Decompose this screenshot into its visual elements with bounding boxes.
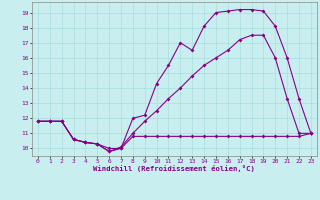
X-axis label: Windchill (Refroidissement éolien,°C): Windchill (Refroidissement éolien,°C) (93, 165, 255, 172)
